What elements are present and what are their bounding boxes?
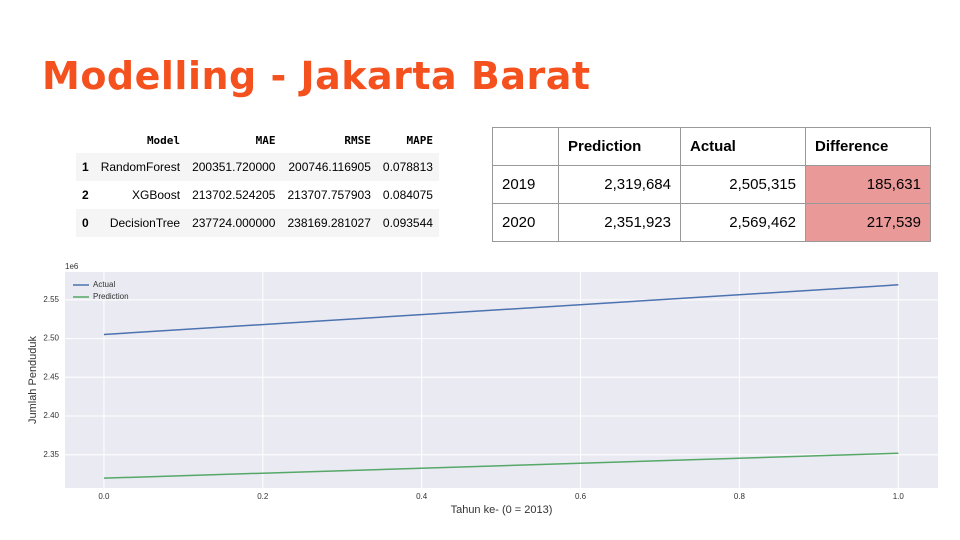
slide-title: Modelling - Jakarta Barat [42, 54, 591, 98]
header-cell: Model [146, 134, 181, 147]
y-tick-label: 2.50 [43, 334, 59, 343]
table-row: 2019 2,319,684 2,505,315 185,631 [492, 165, 931, 204]
table-cell: 2,505,315 [680, 165, 806, 204]
table-cell: 238169.281027 [287, 216, 371, 230]
line-series [103, 284, 899, 336]
table-cell: 213707.757903 [287, 188, 371, 202]
table-cell: 213702.524205 [192, 188, 276, 202]
table-cell: 185,631 [805, 165, 931, 204]
y-tick-label: 2.45 [43, 372, 59, 381]
table-cell: DecisionTree [109, 216, 181, 230]
x-tick-label: 0.2 [257, 492, 269, 501]
table-cell: 200746.116905 [288, 160, 371, 174]
legend-label: Actual [93, 280, 115, 289]
y-tick-label: 2.55 [43, 295, 59, 304]
plot-area [65, 272, 938, 488]
header-cell [492, 127, 559, 166]
legend-label: Prediction [93, 292, 129, 301]
y-tick-label: 2.40 [43, 411, 59, 420]
header-row: Model MAE RMSE MAPE [76, 128, 439, 153]
table-cell: 217,539 [805, 203, 931, 242]
table-cell: 0.084075 [382, 188, 433, 202]
table-row: 2 XGBoost 213702.524205 213707.757903 0.0840… [76, 181, 439, 209]
x-tick-label: 0.4 [416, 492, 428, 501]
table-cell: 237724.000000 [192, 216, 276, 230]
header-cell: MAPE [406, 134, 433, 147]
table-cell: 2020 [492, 203, 559, 242]
header-cell: RMSE [344, 134, 371, 147]
header-cell: Prediction [558, 127, 681, 166]
table-row: 0 DecisionTree 237724.000000 238169.281027 0… [76, 209, 439, 237]
header-cell: MAE [255, 134, 276, 147]
x-tick-label: 0.6 [575, 492, 587, 501]
table-cell: 2,569,462 [680, 203, 806, 242]
table-cell: 2,319,684 [558, 165, 681, 204]
table-cell: 1 [82, 160, 89, 174]
table-cell: 0.093544 [382, 216, 433, 230]
result-table: Prediction Actual Difference 2019 2,319,684 2… [492, 127, 931, 242]
y-offset-label: 1e6 [65, 262, 79, 271]
table-row: 2020 2,351,923 2,569,462 217,539 [492, 203, 931, 242]
x-axis-label: Tahun ke- (0 = 2013) [451, 504, 553, 516]
table-cell: 0.078813 [382, 160, 433, 174]
table-row: 1 RandomForest 200351.720000 200746.116905 0… [76, 153, 439, 181]
table-cell: RandomForest [100, 160, 181, 174]
line-series [103, 452, 899, 479]
table-cell: 0 [82, 216, 89, 230]
y-axis-label: Jumlah Penduduk [27, 335, 39, 424]
header-cell: Difference [805, 127, 931, 166]
x-tick-label: 1.0 [893, 492, 905, 501]
x-tick-label: 0.8 [734, 492, 746, 501]
table-cell: 2,351,923 [558, 203, 681, 242]
table-cell: XGBoost [132, 188, 181, 202]
table-cell: 2 [82, 188, 89, 202]
model-table: Model MAE RMSE MAPE 1 RandomForest 200351.7200… [76, 128, 439, 237]
y-tick-label: 2.35 [43, 450, 59, 459]
x-tick-label: 0.0 [98, 492, 110, 501]
table-cell: 200351.720000 [192, 160, 276, 174]
header-row: Prediction Actual Difference [492, 127, 931, 166]
